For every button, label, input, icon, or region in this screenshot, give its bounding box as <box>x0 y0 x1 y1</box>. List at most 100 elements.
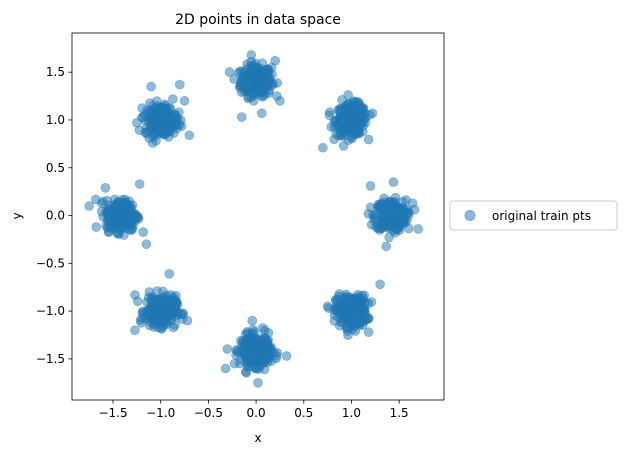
scatter-point <box>355 318 365 328</box>
scatter-point <box>242 355 252 366</box>
scatter-point <box>257 108 267 119</box>
scatter-point <box>363 327 374 337</box>
scatter-point <box>384 232 394 243</box>
scatter-point <box>333 294 344 304</box>
scatter-point <box>174 119 185 130</box>
x-tick-label: 1.0 <box>342 406 361 420</box>
scatter-point <box>275 96 285 106</box>
scatter-point <box>253 377 263 388</box>
scatter-point <box>106 223 117 233</box>
scatter-point <box>140 127 151 138</box>
x-tick-label: 0.5 <box>294 406 313 420</box>
x-tick-label: 1.5 <box>390 406 409 420</box>
y-tick-label: 1.0 <box>46 113 65 127</box>
x-tick-label: −1.0 <box>146 406 175 420</box>
scatter-point <box>397 197 408 207</box>
scatter-point <box>151 103 161 114</box>
scatter-point <box>365 181 376 191</box>
scatter-point <box>366 297 377 307</box>
scatter-point <box>257 323 268 333</box>
scatter-point <box>335 125 346 135</box>
scatter-point <box>245 67 256 77</box>
scatter-point <box>147 138 158 148</box>
y-axis-label: y <box>10 212 24 219</box>
x-axis-label: x <box>254 431 261 445</box>
scatter-point <box>91 222 102 232</box>
scatter-point <box>248 348 259 359</box>
x-tick-label: 0.0 <box>247 406 266 420</box>
scatter-point <box>143 107 154 118</box>
scatter-point <box>336 106 347 116</box>
scatter-point <box>171 290 181 301</box>
scatter-point <box>159 129 170 139</box>
scatter-point <box>258 354 269 365</box>
scatter-point <box>175 309 186 320</box>
scatter-point <box>324 110 335 120</box>
scatter-point <box>134 179 145 189</box>
scatter-point <box>351 309 362 320</box>
scatter-point <box>376 199 386 209</box>
plot-area-frame <box>71 32 445 401</box>
points-layer <box>84 50 424 388</box>
x-tick-label: −0.5 <box>194 406 223 420</box>
scatter-point <box>90 194 101 205</box>
scatter-point <box>346 294 356 305</box>
scatter-point <box>184 130 195 141</box>
scatter-point <box>322 301 333 312</box>
legend: original train pts <box>449 200 618 231</box>
scatter-point <box>138 227 148 237</box>
scatter-point <box>124 210 135 220</box>
chart-title: 2D points in data space <box>175 12 341 28</box>
scatter-point <box>84 201 94 211</box>
scatter-point <box>116 205 127 216</box>
scatter-point <box>270 55 280 66</box>
legend-marker <box>464 210 476 221</box>
scatter-point <box>390 192 401 203</box>
scatter-point <box>259 364 270 375</box>
y-tick-label: −1.5 <box>36 352 65 366</box>
scatter-point <box>242 327 252 337</box>
scatter-point <box>248 86 258 97</box>
scatter-point <box>247 339 258 350</box>
y-tick-label: 0.5 <box>46 161 65 175</box>
scatter-point <box>345 123 356 133</box>
scatter-point <box>246 50 257 60</box>
scatter-point <box>117 197 128 208</box>
scatter-point <box>153 309 164 320</box>
scatter-point <box>381 241 392 252</box>
scatter-point <box>162 297 173 307</box>
scatter-point <box>132 118 142 128</box>
y-tick-label: 1.5 <box>46 65 65 79</box>
scatter-point <box>329 310 340 320</box>
scatter-point <box>168 322 179 333</box>
scatter-point <box>257 345 268 356</box>
scatter-point <box>407 198 418 208</box>
y-tick-label: 0.0 <box>46 209 65 223</box>
scatter-point <box>170 301 180 312</box>
scatter-point <box>236 78 246 89</box>
scatter-point <box>224 67 235 77</box>
scatter-point <box>168 94 178 104</box>
legend-frame <box>449 200 618 231</box>
scatter-point <box>118 223 129 233</box>
y-axis: −1.5 −1.0 −0.5 0.0 0.5 1.0 1.5 <box>36 65 72 366</box>
scatter-point <box>334 320 345 331</box>
scatter-point <box>375 279 385 290</box>
scatter-point <box>130 325 140 336</box>
scatter-point <box>355 295 366 306</box>
y-tick-label: −0.5 <box>36 256 65 270</box>
y-tick-label: −1.0 <box>36 304 65 318</box>
scatter-point <box>220 363 231 374</box>
scatter-point <box>281 351 292 361</box>
scatter-point <box>236 112 247 122</box>
scatter-point <box>155 295 165 305</box>
x-tick-label: −1.5 <box>98 406 127 420</box>
scatter-point <box>100 183 111 193</box>
scatter-point <box>222 344 233 354</box>
scatter-point <box>146 81 156 92</box>
scatter-point <box>272 78 283 88</box>
scatter-point <box>367 108 378 119</box>
scatter-point <box>141 239 152 250</box>
scatter-point <box>263 73 274 84</box>
